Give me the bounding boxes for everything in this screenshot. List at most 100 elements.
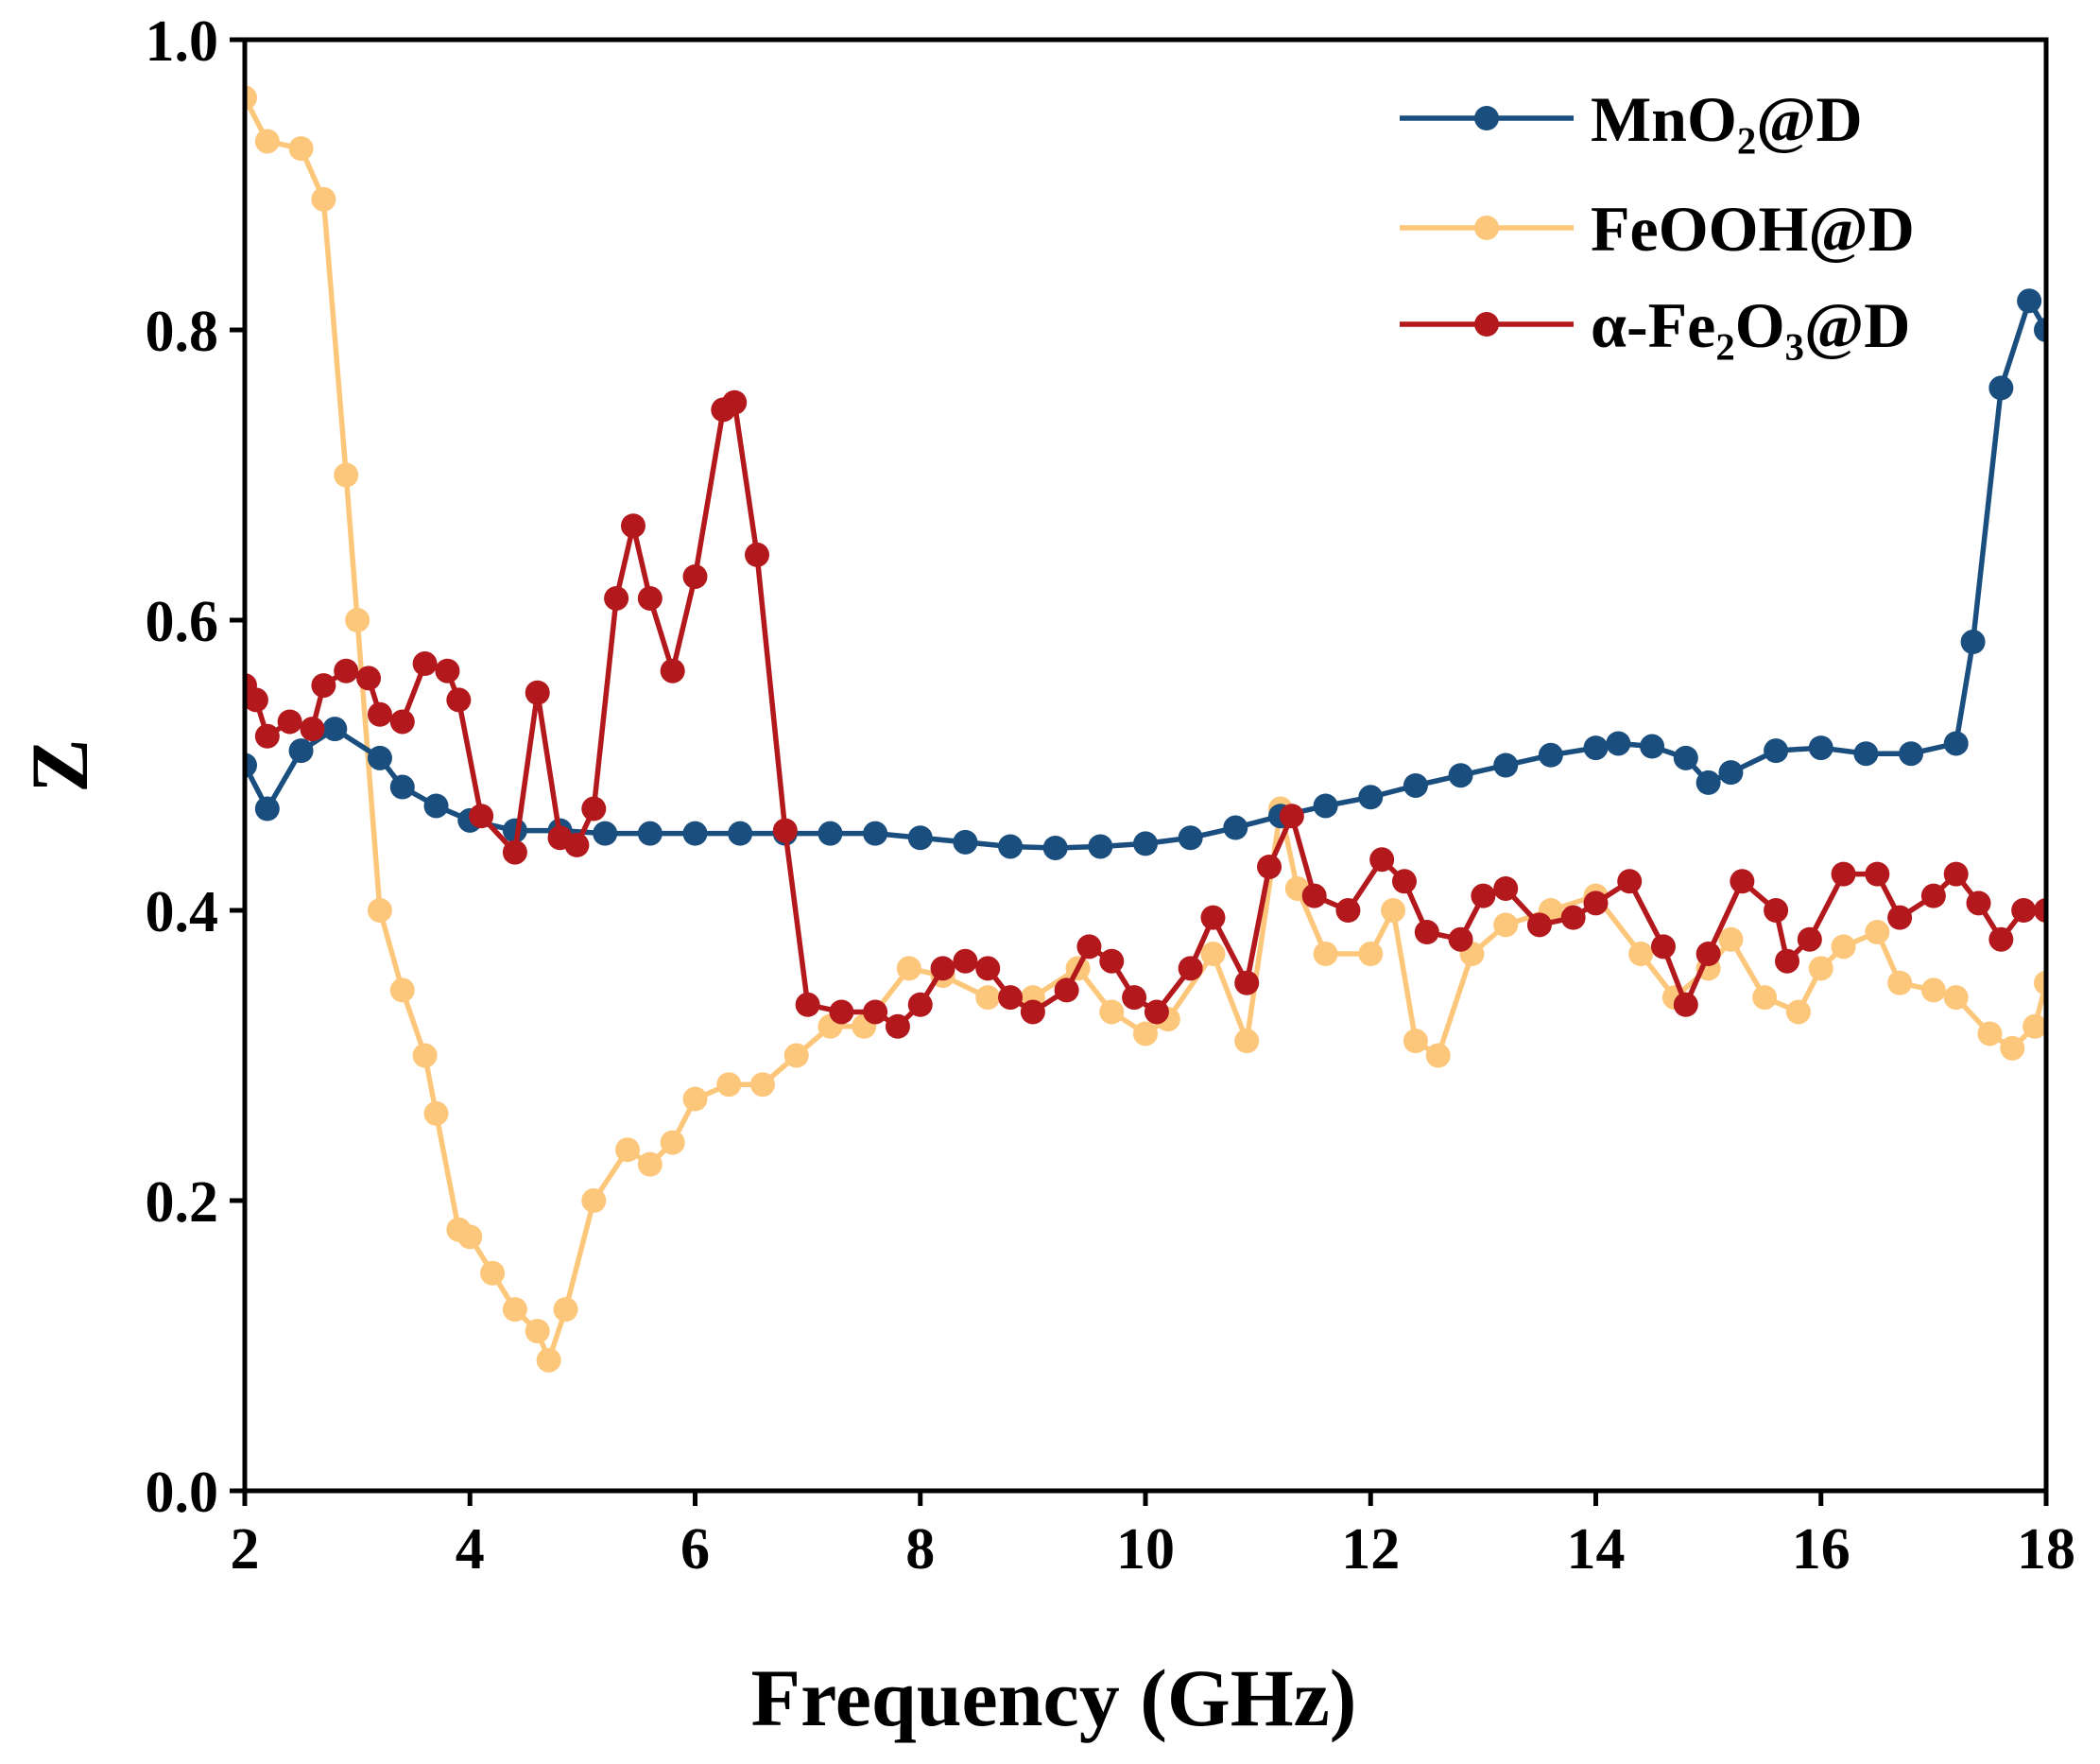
data-point xyxy=(1775,948,1800,974)
data-point xyxy=(1960,630,1986,655)
data-point xyxy=(1887,905,1913,930)
data-point xyxy=(1448,926,1473,952)
data-point xyxy=(334,658,359,683)
data-point xyxy=(907,825,933,851)
data-point xyxy=(682,1086,708,1112)
data-point xyxy=(300,717,325,742)
data-point xyxy=(245,687,268,713)
data-point xyxy=(1920,977,1946,1003)
data-point xyxy=(1988,926,2014,952)
data-point xyxy=(1718,760,1744,786)
data-point xyxy=(1313,942,1338,967)
data-point xyxy=(345,608,370,632)
data-point xyxy=(1695,942,1721,967)
data-point xyxy=(1808,956,1833,981)
data-point xyxy=(1200,905,1226,930)
data-point xyxy=(1088,834,1113,859)
data-point xyxy=(245,752,257,778)
x-tick-label: 16 xyxy=(1792,1517,1850,1582)
legend-marker xyxy=(1474,312,1499,337)
data-point xyxy=(1526,912,1552,938)
data-point xyxy=(783,1043,809,1068)
data-point xyxy=(1403,1029,1428,1054)
data-point xyxy=(1054,977,1079,1003)
data-point xyxy=(863,821,888,846)
data-point xyxy=(772,818,798,843)
data-point xyxy=(1943,861,1969,887)
data-point xyxy=(581,1188,607,1213)
data-point xyxy=(553,1297,578,1323)
data-point xyxy=(1076,934,1102,960)
data-point xyxy=(953,948,978,974)
data-point xyxy=(1966,891,1991,916)
data-point xyxy=(1358,942,1384,967)
data-point xyxy=(1223,815,1248,840)
x-axis-label: Frequency (GHz) xyxy=(751,1652,1357,1743)
data-point xyxy=(1764,738,1789,764)
data-point xyxy=(1583,735,1609,761)
data-point xyxy=(749,1072,775,1098)
data-point xyxy=(1920,883,1946,908)
data-point xyxy=(1617,869,1643,894)
data-point xyxy=(311,673,336,699)
data-point xyxy=(1133,831,1158,856)
data-point xyxy=(1099,999,1125,1025)
y-tick-label: 0.0 xyxy=(146,1461,219,1525)
data-point xyxy=(1865,920,1890,945)
data-point xyxy=(637,585,663,611)
data-point xyxy=(1448,763,1473,788)
data-point xyxy=(998,985,1024,1011)
data-point xyxy=(457,1224,483,1250)
data-point xyxy=(412,651,438,677)
data-point xyxy=(1640,734,1665,759)
data-point xyxy=(1042,835,1068,860)
series-line xyxy=(245,96,2046,1363)
data-point xyxy=(953,829,978,855)
data-point xyxy=(1122,985,1147,1011)
data-point xyxy=(637,1151,663,1177)
legend-label: α-Fe₂O₃@D xyxy=(1591,289,1910,361)
data-point xyxy=(2023,1013,2046,1039)
y-axis-label: Z xyxy=(14,738,105,792)
x-tick-label: 6 xyxy=(680,1517,710,1582)
data-point xyxy=(502,839,527,865)
data-point xyxy=(322,717,348,742)
data-point xyxy=(581,796,607,821)
data-point xyxy=(1785,999,1811,1025)
data-point xyxy=(1853,741,1879,767)
data-point xyxy=(1099,948,1125,974)
data-point xyxy=(1391,869,1417,894)
data-point xyxy=(1606,731,1631,756)
data-point xyxy=(1808,735,1833,761)
data-point xyxy=(728,821,753,846)
data-point xyxy=(745,542,770,567)
y-tick-label: 0.4 xyxy=(146,880,219,944)
data-point xyxy=(288,136,314,162)
data-point xyxy=(1752,985,1778,1011)
data-point xyxy=(389,977,415,1003)
data-point xyxy=(930,956,955,981)
data-point xyxy=(1673,745,1698,770)
y-tick-label: 0.6 xyxy=(146,590,219,654)
data-point xyxy=(525,1319,550,1344)
data-point xyxy=(722,389,748,415)
data-point xyxy=(975,985,1001,1011)
x-tick-label: 4 xyxy=(456,1517,485,1582)
data-point xyxy=(245,85,257,111)
data-point xyxy=(615,1137,641,1163)
data-point xyxy=(254,129,280,154)
data-point xyxy=(1234,970,1260,995)
legend-marker xyxy=(1474,106,1499,130)
data-point xyxy=(1831,934,1856,960)
data-point xyxy=(818,821,843,846)
x-tick-label: 18 xyxy=(2017,1517,2075,1582)
data-point xyxy=(716,1072,742,1098)
data-point xyxy=(829,999,854,1025)
x-tick-label: 2 xyxy=(231,1517,260,1582)
data-point xyxy=(254,723,280,749)
data-point xyxy=(311,186,336,212)
data-point xyxy=(1381,898,1406,923)
data-point xyxy=(423,793,449,819)
data-point xyxy=(1977,1021,2003,1046)
data-point xyxy=(620,513,645,539)
